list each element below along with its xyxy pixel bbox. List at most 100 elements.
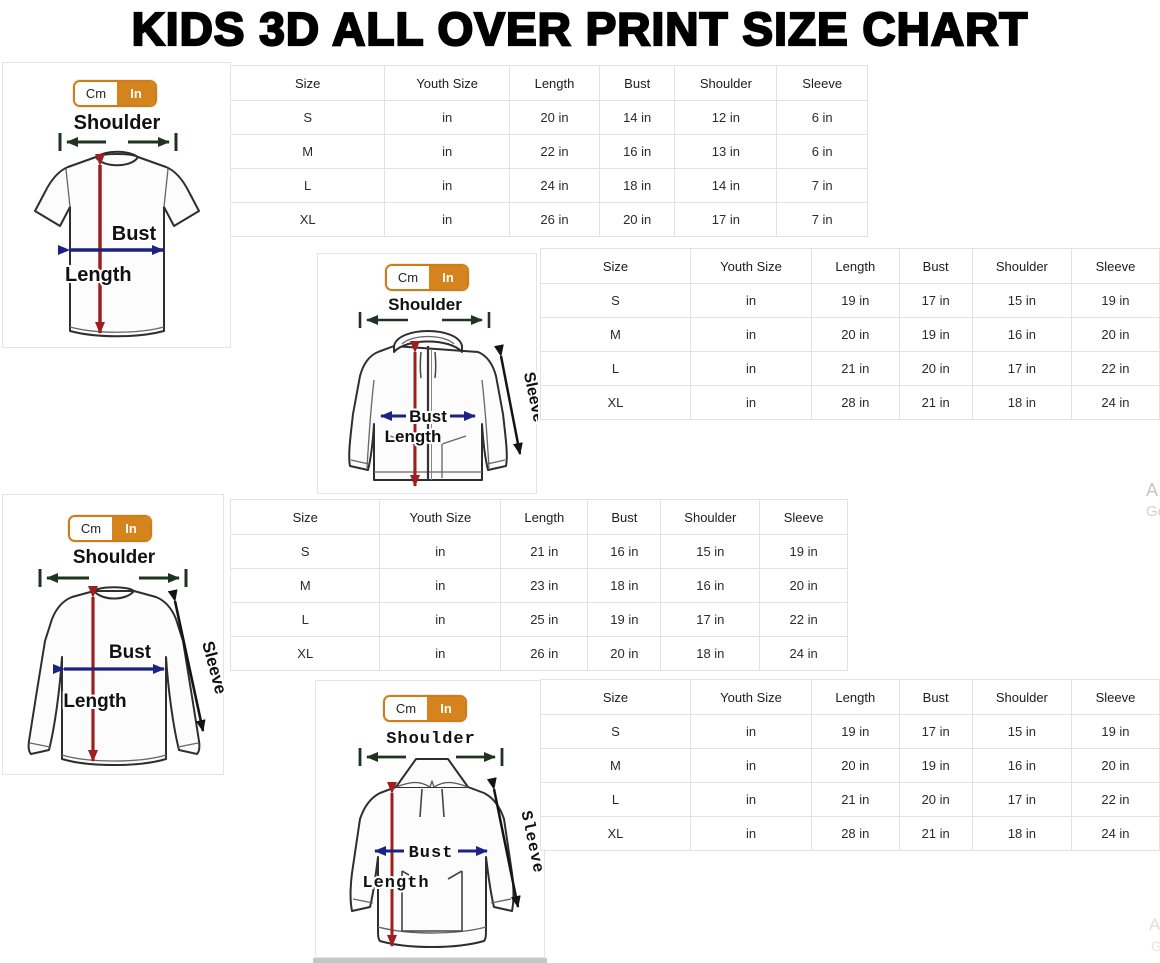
length-label: Length bbox=[362, 874, 429, 893]
measurement-cell: in bbox=[379, 602, 502, 637]
table-row: XL in 26 in 20 in 17 in 7 in bbox=[229, 202, 868, 237]
watermark-fragment: A bbox=[1146, 480, 1159, 500]
measurement-cell: 16 in bbox=[660, 568, 761, 603]
in-button[interactable]: In bbox=[112, 517, 150, 540]
column-header-size: Size bbox=[540, 248, 691, 284]
shoulder-arrow bbox=[58, 133, 178, 151]
size-cell: S bbox=[540, 714, 691, 749]
measurement-cell: 20 in bbox=[1070, 317, 1160, 352]
page-title: KIDS 3D ALL OVER PRINT SIZE CHART bbox=[130, 2, 1029, 56]
tshirt-diagram-panel: Cm In Shoulder Bust Length bbox=[2, 62, 231, 348]
size-cell: XL bbox=[540, 385, 691, 420]
shoulder-arrow bbox=[38, 569, 188, 587]
measurement-cell: 20 in bbox=[898, 351, 973, 386]
column-header-size: Size bbox=[229, 65, 386, 101]
column-header-bust: Bust bbox=[598, 65, 676, 101]
shoulder-label: Shoulder bbox=[73, 547, 156, 568]
header-row: Size Youth Size Length Bust Shoulder Sleeve bbox=[540, 248, 1160, 284]
shoulder-label: Shoulder bbox=[388, 295, 462, 314]
size-cell: M bbox=[540, 748, 691, 783]
column-header-sleeve: Sleeve bbox=[1070, 679, 1160, 715]
long-sleeve-diagram: Shoulder Bust Length Sleeve bbox=[27, 545, 225, 766]
measurement-cell: 18 in bbox=[587, 568, 662, 603]
column-header-bust: Bust bbox=[898, 679, 973, 715]
measurement-cell: 20 in bbox=[811, 748, 900, 783]
unit-toggle-zip-hoodie: Cm In bbox=[385, 264, 469, 291]
column-header-length: Length bbox=[500, 499, 589, 535]
measurement-cell: 24 in bbox=[509, 168, 600, 203]
bust-label: Bust bbox=[409, 407, 447, 426]
measurement-cell: in bbox=[689, 385, 813, 420]
measurement-cell: 28 in bbox=[811, 385, 900, 420]
measurement-cell: 20 in bbox=[1070, 748, 1160, 783]
measurement-cell: 19 in bbox=[811, 283, 900, 318]
measurement-cell: 26 in bbox=[509, 202, 600, 237]
size-cell: M bbox=[229, 568, 381, 603]
measurement-cell: 15 in bbox=[660, 534, 761, 569]
in-button[interactable]: In bbox=[427, 697, 465, 720]
size-cell: M bbox=[229, 134, 386, 169]
measurement-cell: 25 in bbox=[500, 602, 589, 637]
cm-button[interactable]: Cm bbox=[75, 82, 117, 105]
column-header-size: Size bbox=[229, 499, 381, 535]
measurement-cell: 21 in bbox=[898, 816, 973, 851]
unit-toggle-pullover-hoodie: Cm In bbox=[383, 695, 467, 722]
sleeve-label: Sleeve bbox=[520, 370, 538, 423]
shoulder-label: Shoulder bbox=[386, 730, 476, 749]
size-cell: L bbox=[540, 782, 691, 817]
sleeve-arrow bbox=[486, 777, 521, 908]
header-row: Size Youth Size Length Bust Shoulder Sleeve bbox=[540, 679, 1160, 715]
measurement-cell: 16 in bbox=[587, 534, 662, 569]
measurement-cell: 20 in bbox=[759, 568, 848, 603]
column-header-bust: Bust bbox=[898, 248, 973, 284]
size-cell: L bbox=[229, 168, 386, 203]
measurement-cell: 21 in bbox=[898, 385, 973, 420]
long-sleeve-diagram-panel: Cm In Shoulder Bust Length Sleeve bbox=[2, 494, 225, 775]
table-row: XL in 28 in 21 in 18 in 24 in bbox=[540, 816, 1160, 851]
measurement-cell: 17 in bbox=[971, 782, 1072, 817]
cm-button[interactable]: Cm bbox=[385, 697, 427, 720]
in-button[interactable]: In bbox=[429, 266, 467, 289]
measurement-cell: 20 in bbox=[898, 782, 973, 817]
measurement-cell: 22 in bbox=[759, 602, 848, 637]
column-header-sleeve: Sleeve bbox=[759, 499, 848, 535]
measurement-cell: 13 in bbox=[674, 134, 778, 169]
measurement-cell: 14 in bbox=[674, 168, 778, 203]
column-header-youth-size: Youth Size bbox=[379, 499, 502, 535]
measurement-cell: 19 in bbox=[759, 534, 848, 569]
measurement-cell: in bbox=[689, 782, 813, 817]
bust-label: Bust bbox=[409, 844, 454, 863]
header-row: Size Youth Size Length Bust Shoulder Sleeve bbox=[229, 499, 848, 535]
measurement-cell: 18 in bbox=[971, 385, 1072, 420]
measurement-cell: 24 in bbox=[759, 636, 848, 671]
pullover-hoodie-diagram: Shoulder Bust Length Sleeve bbox=[349, 728, 546, 948]
column-header-youth-size: Youth Size bbox=[689, 679, 813, 715]
cm-button[interactable]: Cm bbox=[70, 517, 112, 540]
cm-button[interactable]: Cm bbox=[387, 266, 429, 289]
watermark-fragment: G bbox=[1151, 938, 1160, 954]
measurement-cell: 17 in bbox=[674, 202, 778, 237]
column-header-size: Size bbox=[540, 679, 691, 715]
size-cell: XL bbox=[229, 636, 381, 671]
in-button[interactable]: In bbox=[117, 82, 155, 105]
size-cell: XL bbox=[540, 816, 691, 851]
measurement-cell: 20 in bbox=[811, 317, 900, 352]
measurement-cell: in bbox=[689, 816, 813, 851]
measurement-cell: in bbox=[384, 202, 510, 237]
measurement-cell: 19 in bbox=[587, 602, 662, 637]
table-row: XL in 26 in 20 in 18 in 24 in bbox=[229, 636, 848, 671]
measurement-cell: 14 in bbox=[598, 100, 676, 135]
measurement-cell: 20 in bbox=[509, 100, 600, 135]
size-cell: M bbox=[540, 317, 691, 352]
column-header-shoulder: Shoulder bbox=[674, 65, 778, 101]
shoulder-arrow bbox=[358, 748, 504, 766]
table-row: XL in 28 in 21 in 18 in 24 in bbox=[540, 385, 1160, 420]
